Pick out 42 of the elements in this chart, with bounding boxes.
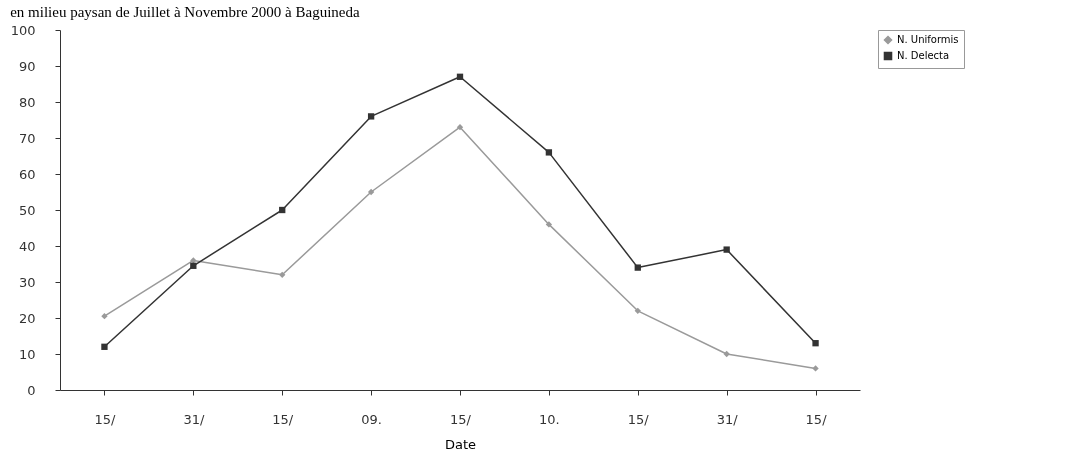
point bbox=[634, 264, 641, 271]
legend-label: N. Uniformis bbox=[897, 34, 959, 45]
y-tick-label: 30 bbox=[18, 274, 36, 290]
y-tick-label: 80 bbox=[18, 94, 36, 110]
y-tick-label: 20 bbox=[18, 310, 36, 326]
y-tick-label: 50 bbox=[18, 202, 36, 218]
point bbox=[367, 188, 375, 196]
point bbox=[812, 340, 819, 347]
chart-title: en milieu paysan de Juillet à Novembre 2000 à Baguineda bbox=[10, 4, 361, 20]
point bbox=[634, 307, 641, 314]
x-tick-label: 15/ bbox=[450, 411, 472, 427]
point bbox=[101, 343, 108, 350]
x-axis-title: Date bbox=[444, 436, 477, 452]
x-tick-label: 10. bbox=[539, 411, 560, 427]
legend-label: N. Delecta bbox=[897, 50, 950, 61]
point bbox=[456, 124, 464, 131]
point bbox=[456, 73, 464, 80]
y-tick-label: 60 bbox=[18, 166, 36, 182]
x-tick-label: 09. bbox=[361, 411, 382, 427]
y-tick-label: 70 bbox=[18, 130, 36, 146]
point bbox=[812, 365, 819, 372]
point bbox=[723, 350, 730, 358]
point bbox=[190, 257, 197, 264]
x-tick-label: 15/ bbox=[94, 411, 117, 427]
y-tick-label: 100 bbox=[10, 22, 36, 38]
y-tick-label: 40 bbox=[18, 238, 36, 254]
y-tick-label: 90 bbox=[18, 58, 36, 74]
x-tick-label: 31/ bbox=[183, 411, 205, 427]
point bbox=[367, 113, 375, 120]
point bbox=[190, 262, 197, 269]
point bbox=[279, 271, 286, 278]
x-tick-label: 15/ bbox=[627, 411, 650, 427]
point bbox=[545, 221, 553, 228]
y-tick-label: 0 bbox=[27, 382, 36, 398]
point bbox=[545, 149, 553, 156]
y-tick-label: 10 bbox=[18, 346, 36, 362]
point bbox=[101, 313, 108, 320]
x-tick-label: 15/ bbox=[805, 411, 828, 427]
point bbox=[279, 206, 286, 214]
x-tick-label: 15/ bbox=[272, 411, 294, 427]
x-tick-label: 31/ bbox=[716, 411, 739, 427]
point bbox=[723, 246, 730, 253]
